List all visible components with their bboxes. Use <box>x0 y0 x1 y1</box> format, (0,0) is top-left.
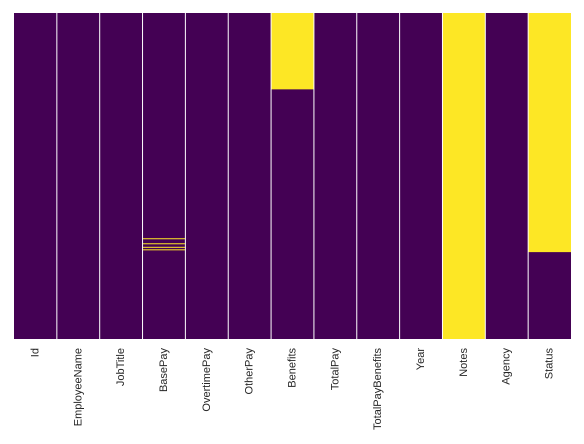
x-tick-label-otherpay: OtherPay <box>244 348 256 395</box>
missing-notes-0 <box>442 13 486 339</box>
column-totalpay <box>313 13 357 339</box>
column-year <box>399 13 443 339</box>
column-otherpay <box>228 13 272 339</box>
x-tick-label-employeename: EmployeeName <box>72 348 84 426</box>
missing-basepay-3 <box>142 249 186 251</box>
column-overtimepay <box>185 13 229 339</box>
x-tick-label-jobtitle: JobTitle <box>115 348 127 386</box>
missing-status-0 <box>528 13 571 253</box>
x-tick-label-benefits: Benefits <box>287 348 299 388</box>
x-tick-label-basepay: BasePay <box>158 348 170 393</box>
column-agency <box>485 13 529 339</box>
column-basepay <box>142 13 186 339</box>
heatmap-cells <box>14 13 571 339</box>
x-tick-label-totalpay: TotalPay <box>329 348 341 391</box>
x-tick-label-totalpaybenefits: TotalPayBenefits <box>372 348 384 430</box>
x-tick-label-agency: Agency <box>501 348 513 385</box>
x-tick-labels: Id EmployeeName JobTitle BasePay OvertimePay… <box>29 348 555 430</box>
x-tick-label-status: Status <box>544 348 556 380</box>
missing-value-marks <box>142 13 571 339</box>
x-tick-label-year: Year <box>415 348 427 371</box>
missing-benefits-0 <box>271 13 314 90</box>
x-tick-label-overtimepay: OvertimePay <box>201 348 213 412</box>
missing-basepay-0 <box>142 238 186 240</box>
x-tick-label-id: Id <box>29 348 41 357</box>
missing-basepay-1 <box>142 243 186 245</box>
column-totalpaybenefits <box>356 13 400 339</box>
column-id <box>14 13 57 339</box>
x-tick-label-notes: Notes <box>458 348 470 377</box>
column-employeename <box>56 13 100 339</box>
missing-basepay-2 <box>142 246 186 248</box>
column-jobtitle <box>99 13 143 339</box>
column-separators <box>56 13 529 339</box>
